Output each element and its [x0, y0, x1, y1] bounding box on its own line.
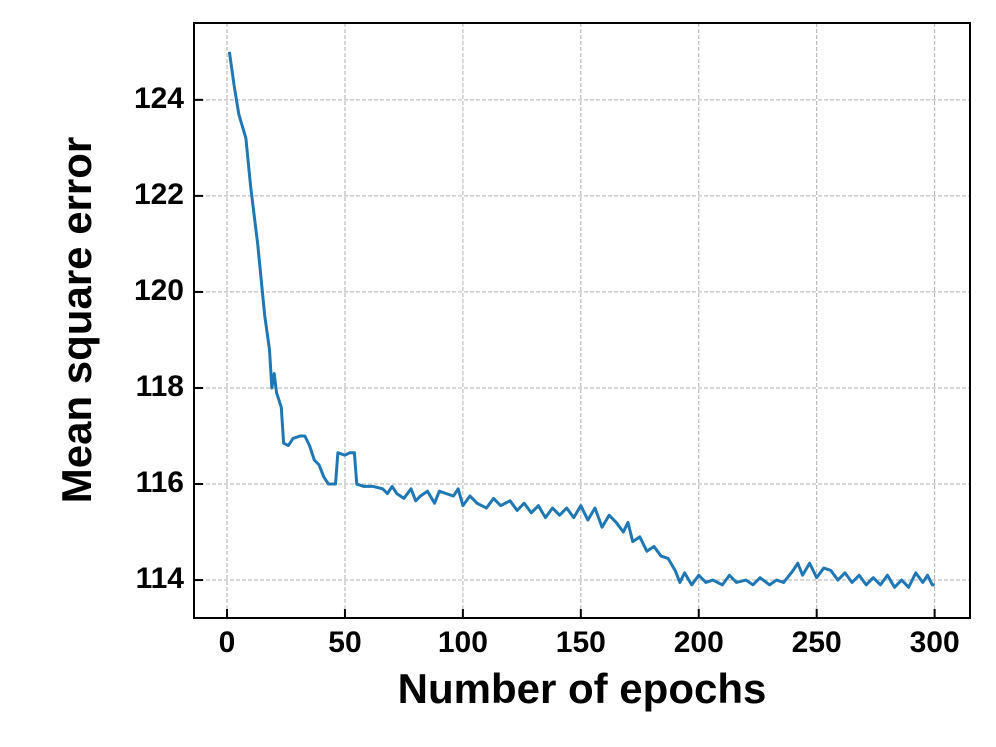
x-axis-label: Number of epochs [398, 665, 767, 712]
y-tick-label: 118 [136, 370, 184, 403]
y-axis-label: Mean square error [53, 137, 100, 503]
x-tick-label: 300 [910, 626, 960, 659]
plot-frame [193, 22, 971, 619]
x-tick-label: 200 [674, 626, 724, 659]
y-tick-label: 120 [134, 274, 184, 307]
y-tick-label: 114 [136, 562, 185, 595]
data-line [227, 51, 935, 589]
x-tick-label: 0 [219, 626, 236, 659]
y-tick-label: 116 [136, 466, 184, 499]
x-tick-label: 100 [438, 626, 488, 659]
x-tick-label: 150 [556, 626, 606, 659]
x-tick-label: 50 [328, 626, 361, 659]
y-tick-label: 124 [134, 82, 184, 115]
x-tick-label: 250 [792, 626, 842, 659]
y-tick-label: 122 [134, 178, 184, 211]
